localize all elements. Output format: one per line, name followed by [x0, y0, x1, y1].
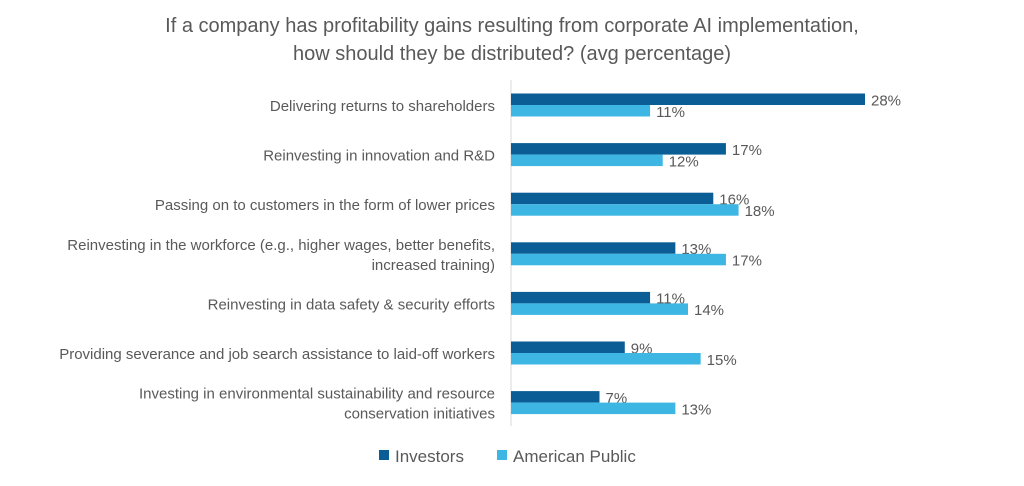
data-label: 28%	[871, 92, 901, 109]
category-label: Passing on to customers in the form of l…	[155, 197, 495, 214]
legend-swatch-american-public	[497, 450, 507, 460]
data-label: 17%	[732, 253, 762, 270]
category-label: Reinvesting in data safety & security ef…	[208, 296, 495, 313]
data-label: 13%	[681, 401, 711, 418]
bar-american-public	[511, 253, 726, 266]
category-label: conservation initiatives	[344, 406, 495, 423]
bar-investors	[511, 391, 600, 403]
bar-investors	[511, 93, 865, 105]
bar-investors	[511, 143, 726, 155]
bar-investors	[511, 291, 651, 304]
data-label: 11%	[656, 104, 685, 121]
chart-title-line-2: how should they be distributed? (avg per…	[293, 43, 731, 65]
legend: Investors American Public	[379, 447, 636, 466]
data-label: 13%	[681, 241, 711, 258]
bar-investors	[511, 242, 676, 254]
bar-american-public	[511, 204, 739, 216]
legend-swatch-investors	[379, 450, 389, 460]
category-label: Delivering returns to shareholders	[270, 98, 495, 115]
chart-title-line-1: If a company has profitability gains res…	[165, 15, 859, 37]
category-label: Reinvesting in innovation and R&D	[263, 148, 495, 165]
legend-label-american-public: American Public	[513, 447, 636, 466]
bar-american-public	[511, 303, 688, 315]
data-label: 15%	[707, 352, 737, 369]
legend-label-investors: Investors	[395, 447, 464, 466]
category-label: increased training)	[372, 257, 495, 274]
bar-american-public	[511, 353, 701, 365]
category-label: Investing in environmental sustainabilit…	[139, 386, 495, 403]
bar-investors	[511, 341, 625, 353]
bar-american-public	[511, 154, 663, 167]
bar-american-public	[511, 402, 676, 415]
data-label: 14%	[694, 302, 724, 319]
bar-american-public	[511, 105, 651, 117]
category-label: Providing severance and job search assis…	[59, 346, 495, 363]
bar-investors	[511, 192, 714, 205]
data-label: 12%	[669, 153, 699, 170]
data-label: 18%	[745, 203, 775, 220]
category-label: Reinvesting in the workforce (e.g., high…	[67, 237, 495, 254]
data-label: 17%	[732, 142, 762, 159]
